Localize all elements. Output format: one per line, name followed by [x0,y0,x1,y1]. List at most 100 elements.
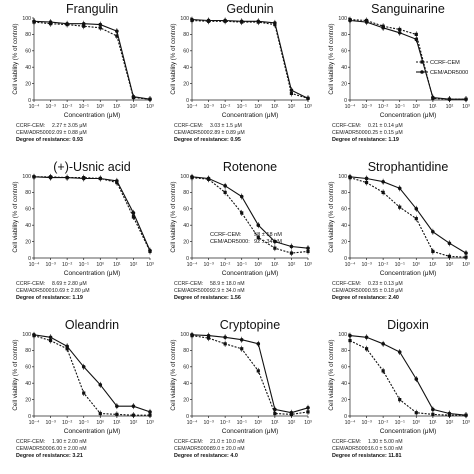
data-point [256,342,261,346]
inline-legend-value: 58 ± 18 nM [254,232,282,238]
data-point [131,404,136,408]
data-point [289,251,294,255]
y-tick-label: 20 [25,239,31,245]
data-point [273,246,277,250]
ic50-value: 58.9 ± 18.0 nM [210,281,245,287]
resistance-degree: Degree of resistance: 1.56 [174,295,241,301]
resistance-degree: Degree of resistance: 1.19 [16,295,83,301]
ic50-value: 8.69 ± 2.80 μM [52,281,87,287]
x-axis-label: Concentration (μM) [222,428,279,435]
data-point [431,249,435,254]
data-point [206,333,211,338]
y-tick-label: 0 [344,256,347,262]
y-tick-label: 20 [341,81,347,87]
series-line-2 [191,176,309,249]
y-tick-label: 80 [183,348,189,354]
data-point [65,175,69,180]
y-tick-label: 0 [28,98,31,104]
data-point [381,369,385,373]
y-tick-label: 40 [183,381,189,387]
x-tick-label: 10² [288,262,296,268]
chart-panel-5: Rotenone 0 20 40 60 80 100 10⁻⁴ 10⁻³ 10⁻² 10⁻¹ 10⁰ 1… [158,158,316,316]
data-point [289,410,294,415]
data-point [398,27,402,32]
x-tick-label: 10⁻¹ [395,420,406,426]
y-tick-label: 20 [25,397,31,403]
data-point [397,350,402,354]
x-tick-label: 10⁻¹ [79,262,90,268]
ic50-label: CEM/ADR5000: [332,130,369,136]
x-tick-label: 10⁻³ [361,262,372,268]
ic50-value: 2.09 ± 0.88 μM [52,130,87,136]
y-tick-label: 20 [25,81,31,87]
chart-title: (+)-Usnic acid [53,160,130,174]
y-tick-label: 60 [183,49,189,55]
data-point [364,176,369,181]
data-point [131,215,136,219]
chart-title: Frangulin [66,2,118,16]
data-point [447,241,452,246]
y-tick-label: 100 [22,16,31,22]
y-tick-label: 20 [183,397,189,403]
data-point [148,248,152,253]
x-tick-label: 10⁻² [62,104,73,110]
data-point [115,179,119,183]
x-tick-label: 10² [446,104,454,110]
chart-panel-1: Frangulin 0 20 40 60 80 100 10⁻⁴ 10⁻³ 10⁻² 10⁻¹ 10⁰… [0,0,158,158]
data-point [414,207,419,211]
ic50-value: 3.03 ± 1.5 μM [210,123,242,129]
x-tick-label: 10⁰ [96,104,104,110]
y-tick-label: 80 [341,190,347,196]
ic50-label: CCRF-CEM: [16,439,45,445]
data-point [223,335,227,340]
data-point [239,194,244,199]
x-tick-label: 10⁻⁴ [345,420,356,426]
x-tick-label: 10² [130,262,138,268]
y-tick-label: 80 [25,32,31,38]
x-tick-label: 10⁰ [254,420,262,426]
x-tick-label: 10¹ [271,420,279,426]
x-tick-label: 10⁻⁴ [345,262,356,268]
series-line-2 [33,176,151,251]
ic50-label: CEM/ADR5000: [174,288,211,294]
data-point [98,383,103,387]
data-point [81,176,86,181]
y-tick-label: 100 [22,332,31,338]
y-tick-label: 100 [180,332,189,338]
x-tick-label: 10⁻³ [203,104,214,110]
data-point [306,406,310,410]
ic50-value: 2.27 ± 3.05 μM [52,123,87,129]
data-point [381,179,385,184]
data-point [115,404,119,408]
y-tick-label: 40 [341,381,347,387]
data-point [397,186,402,191]
ic50-value: 0.23 ± 0.13 μM [368,281,403,287]
ic50-value: 1.90 ± 2.00 nM [52,439,87,445]
data-point [414,411,418,415]
data-point [397,30,402,35]
series-line-1 [191,177,309,254]
y-tick-label: 20 [183,239,189,245]
y-axis-label: Cell viability (% of control) [12,339,19,410]
x-tick-label: 10⁰ [96,262,104,268]
x-tick-label: 10⁻³ [45,262,56,268]
x-tick-label: 10⁻² [378,420,389,426]
data-point [190,175,194,179]
ic50-value: 0.21 ± 0.14 μM [368,123,403,129]
resistance-degree: Degree of resistance: 2.40 [332,295,399,301]
ic50-value: 10.69 ± 2.80 μM [52,288,90,294]
y-tick-label: 60 [25,49,31,55]
series-line-1 [191,19,309,99]
y-tick-label: 40 [183,223,189,229]
x-tick-label: 10⁻³ [361,104,372,110]
ic50-label: CEM/ADR5000: [16,288,53,294]
x-axis-label: Concentration (μM) [222,112,279,119]
data-point [381,342,385,346]
data-point [148,97,152,101]
y-tick-label: 20 [183,81,189,87]
data-point [206,176,211,181]
chart-title: Gedunin [226,2,273,16]
x-tick-label: 10⁻² [378,104,389,110]
data-point [98,176,103,181]
data-point [256,235,260,240]
